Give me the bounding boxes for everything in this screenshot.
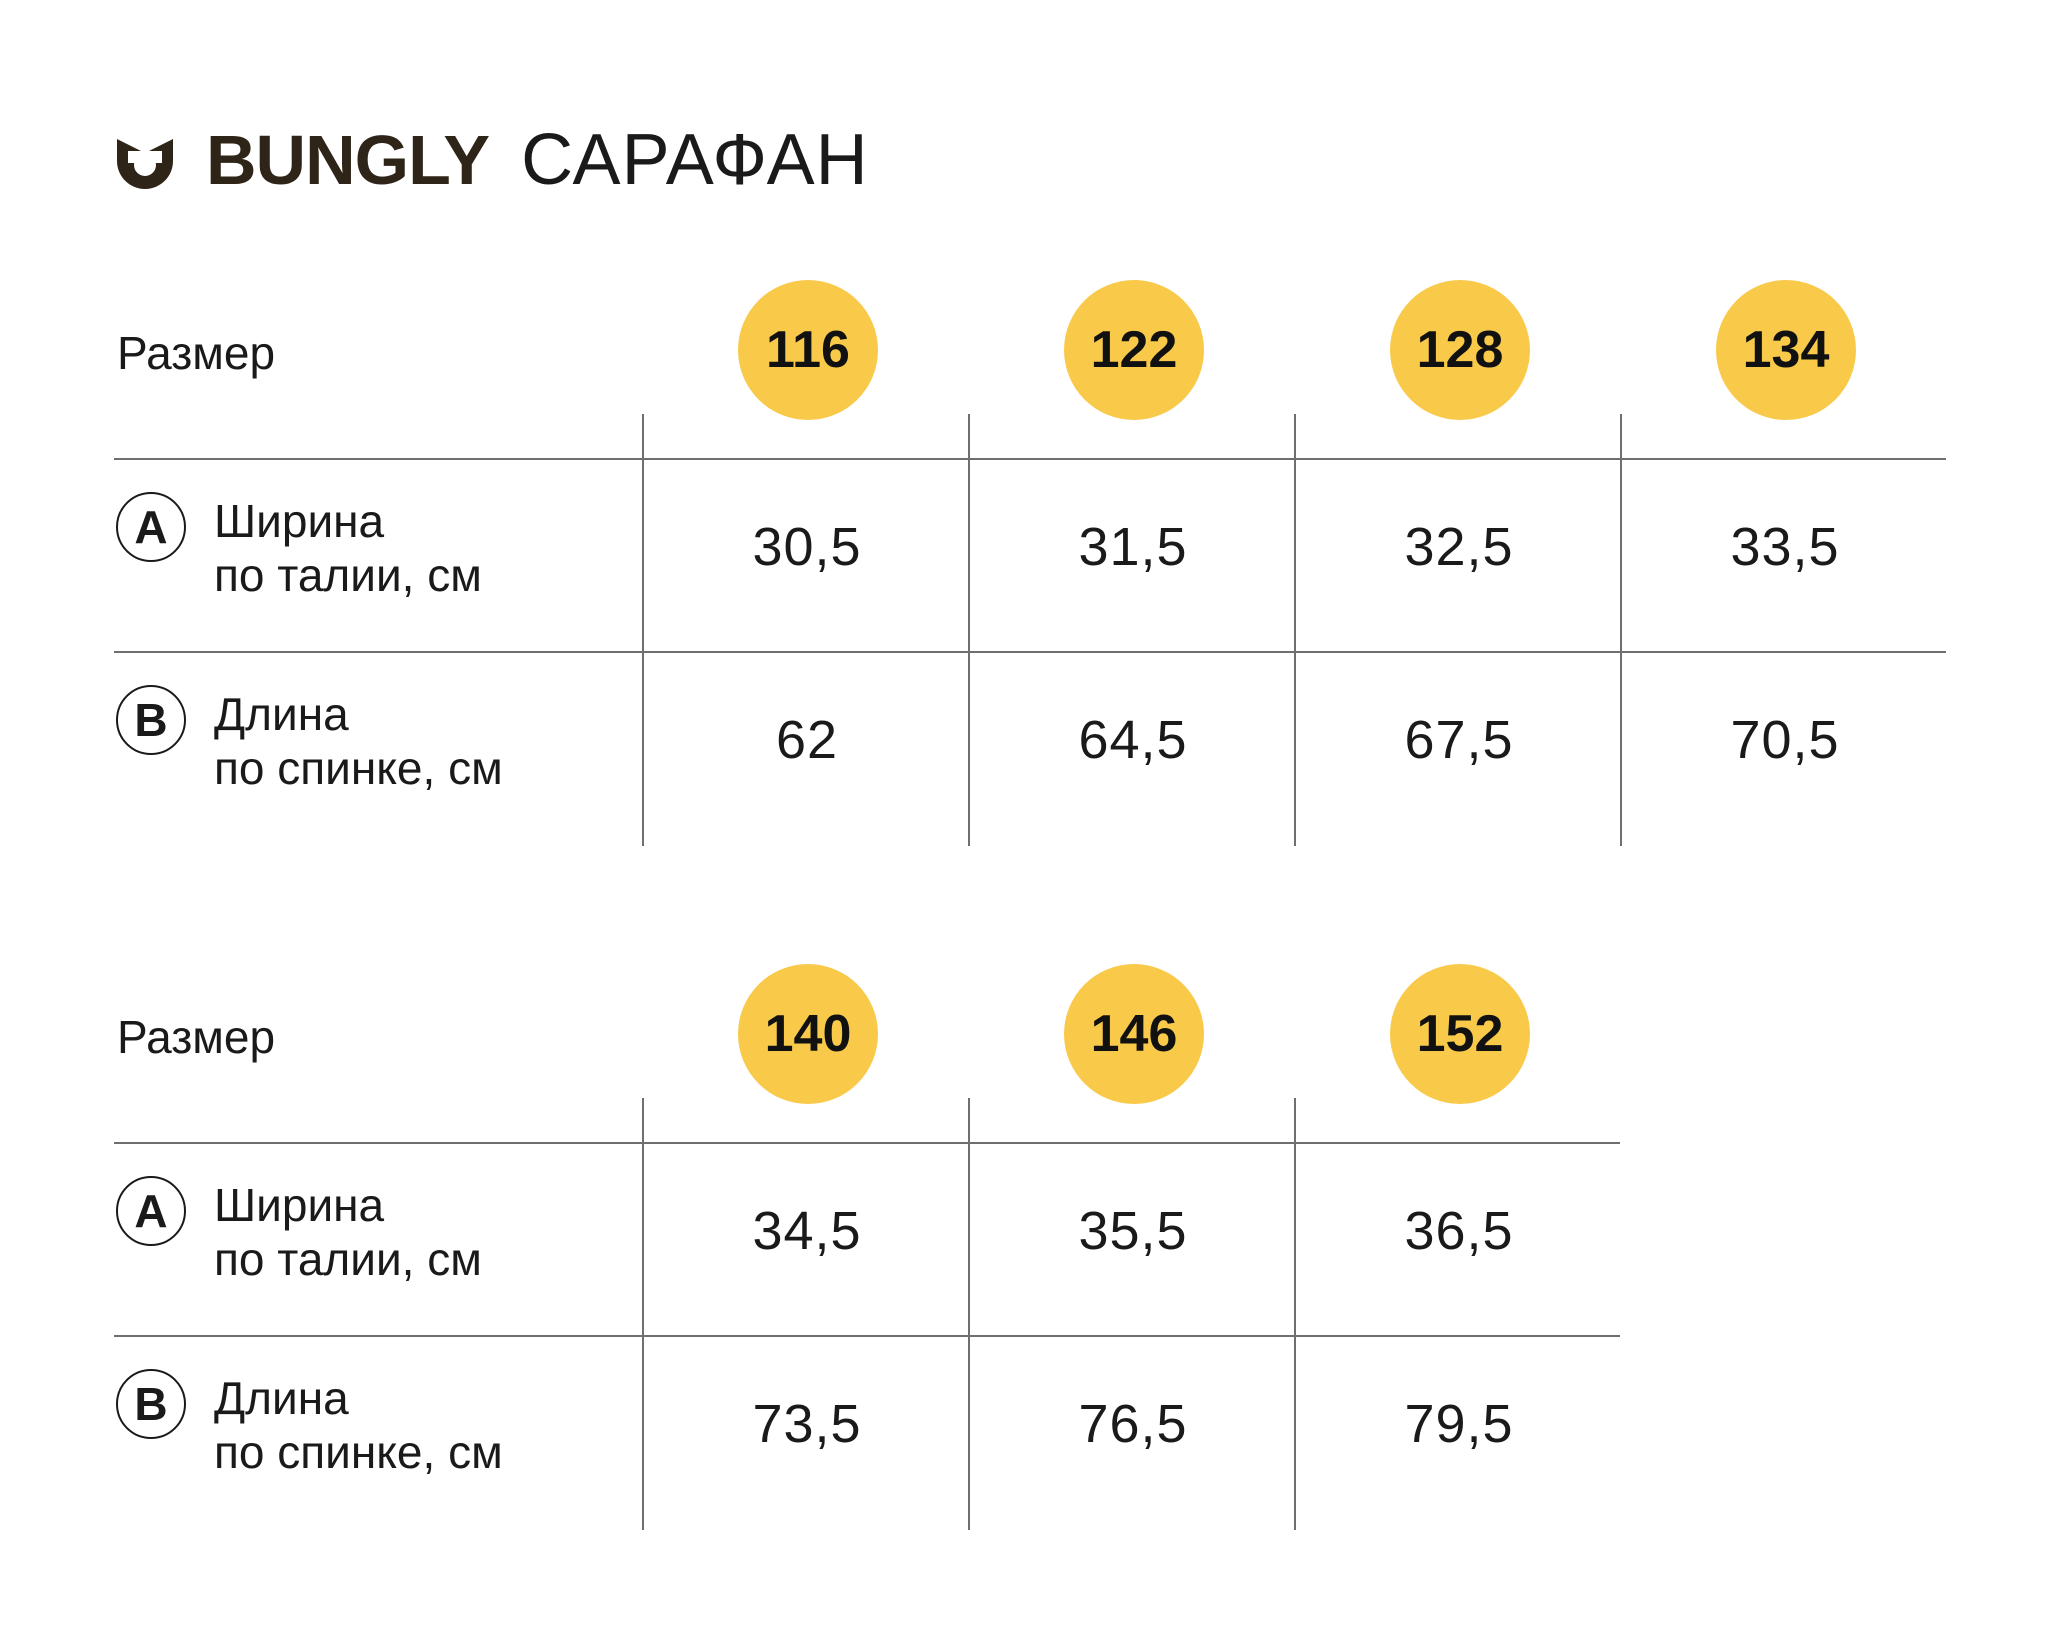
marker-a: A xyxy=(116,492,186,562)
column-divider xyxy=(968,1098,970,1530)
row-label-line: по спинке, см xyxy=(214,1426,503,1478)
table-row: A Ширина по талии, см 30,5 31,5 32,5 33,… xyxy=(0,460,2048,653)
column-divider xyxy=(1294,1098,1296,1530)
row-divider xyxy=(114,458,1946,460)
table-cell: 73,5 xyxy=(752,1394,862,1454)
size-badge: 128 xyxy=(1390,280,1530,420)
table-cell: 31,5 xyxy=(1078,517,1188,577)
size-badge: 116 xyxy=(738,280,878,420)
row-label-line: Ширина xyxy=(214,1179,385,1231)
row-label-line: Ширина xyxy=(214,495,385,547)
column-divider xyxy=(642,414,644,846)
table-cell: 79,5 xyxy=(1404,1394,1514,1454)
row-label-line: по талии, см xyxy=(214,549,482,601)
size-badge: 146 xyxy=(1064,964,1204,1104)
marker-a: A xyxy=(116,1176,186,1246)
table-cell: 30,5 xyxy=(752,517,862,577)
row-label-line: Длина xyxy=(214,688,349,740)
row-divider xyxy=(114,1142,1620,1144)
table-cell: 32,5 xyxy=(1404,517,1514,577)
marker-b: B xyxy=(116,685,186,755)
table-cell: 76,5 xyxy=(1078,1394,1188,1454)
size-badge: 134 xyxy=(1716,280,1856,420)
table-cell: 36,5 xyxy=(1404,1201,1514,1261)
table-row: A Ширина по талии, см 34,5 35,5 36,5 xyxy=(0,1144,2048,1337)
column-divider xyxy=(968,414,970,846)
table-cell: 64,5 xyxy=(1078,710,1188,770)
smile-cup-icon xyxy=(117,139,173,189)
table-cell: 35,5 xyxy=(1078,1201,1188,1261)
size-label: Размер xyxy=(117,1011,276,1063)
marker-b: B xyxy=(116,1369,186,1439)
row-label: Длина по спинке, см xyxy=(214,687,503,795)
size-badge: 122 xyxy=(1064,280,1204,420)
product-title: САРАФАН xyxy=(521,120,869,200)
row-label: Длина по спинке, см xyxy=(214,1371,503,1479)
row-label: Ширина по талии, см xyxy=(214,1178,482,1286)
row-divider xyxy=(114,1335,1620,1337)
header: BUNGLY САРАФАН xyxy=(114,120,869,200)
table-row: B Длина по спинке, см 62 64,5 67,5 70,5 xyxy=(0,653,2048,846)
column-divider xyxy=(642,1098,644,1530)
row-label: Ширина по талии, см xyxy=(214,494,482,602)
row-divider xyxy=(114,651,1946,653)
column-divider xyxy=(1294,414,1296,846)
table-cell: 67,5 xyxy=(1404,710,1514,770)
size-badge: 140 xyxy=(738,964,878,1104)
row-label-line: Длина xyxy=(214,1372,349,1424)
column-divider xyxy=(1620,414,1622,846)
size-badge: 152 xyxy=(1390,964,1530,1104)
size-label: Размер xyxy=(117,327,276,379)
row-label-line: по талии, см xyxy=(214,1233,482,1285)
table-cell: 33,5 xyxy=(1730,517,1840,577)
brand-name: BUNGLY xyxy=(206,121,490,199)
table-cell: 62 xyxy=(775,710,839,770)
row-label-line: по спинке, см xyxy=(214,742,503,794)
table-cell: 34,5 xyxy=(752,1201,862,1261)
table-cell: 70,5 xyxy=(1730,710,1840,770)
table-row: B Длина по спинке, см 73,5 76,5 79,5 xyxy=(0,1337,2048,1530)
